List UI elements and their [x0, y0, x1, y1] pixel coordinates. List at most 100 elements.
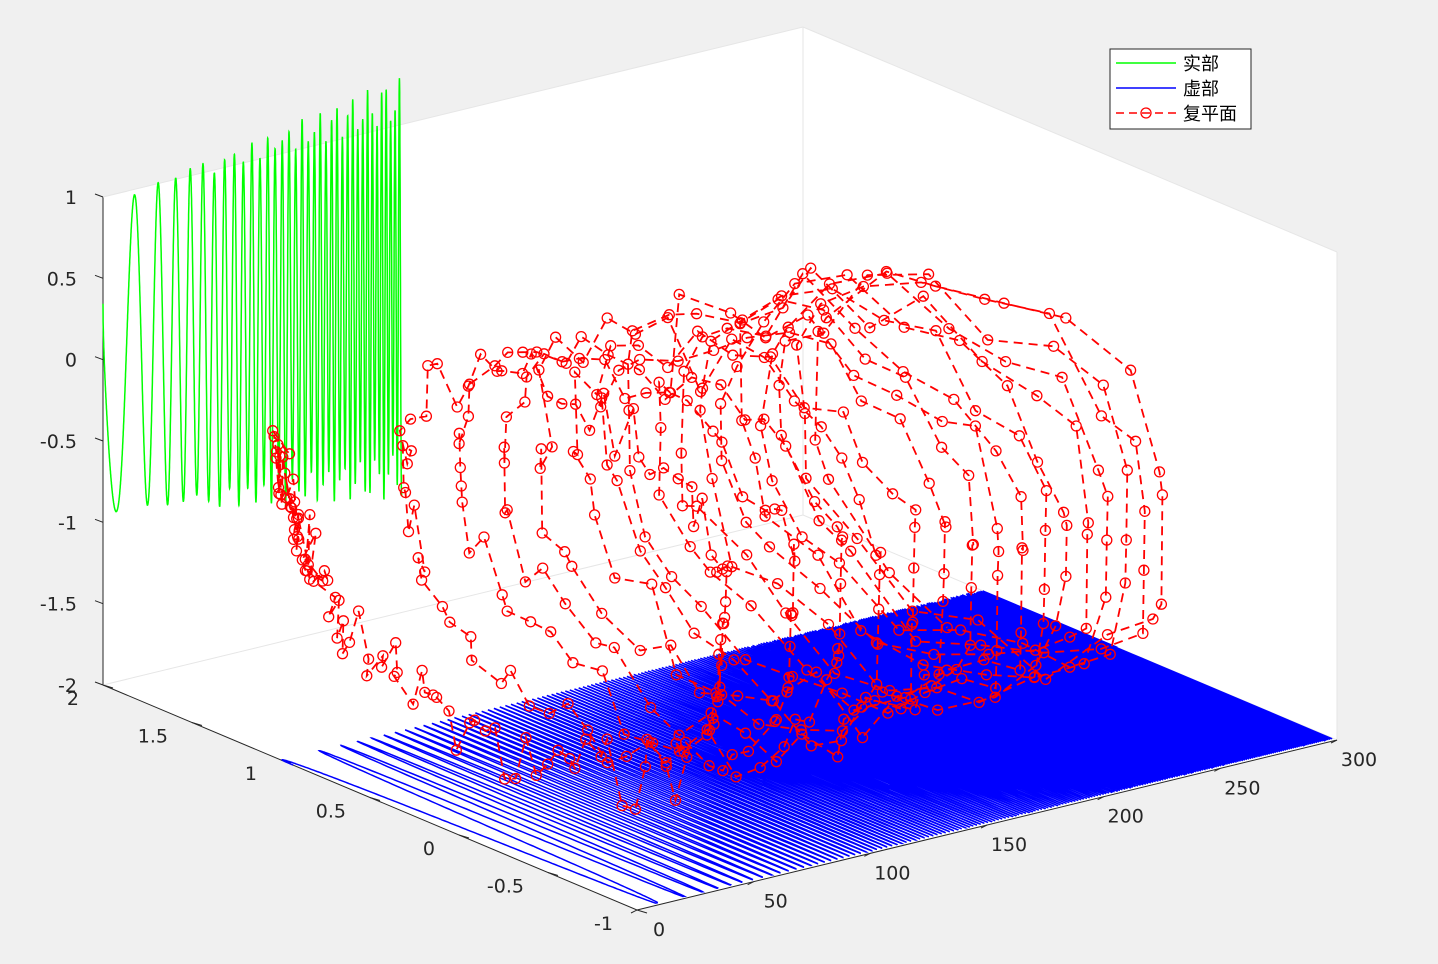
series-complex-marker	[1070, 420, 1082, 432]
series-complex-marker	[388, 670, 400, 683]
series-complex-marker	[989, 691, 1001, 703]
series-complex-marker	[818, 327, 830, 339]
z-tick-label: 1	[65, 187, 77, 209]
series-complex-marker	[596, 392, 608, 404]
series-complex-marker	[337, 615, 350, 627]
series-complex-marker	[530, 769, 542, 782]
series-complex-marker	[815, 421, 827, 433]
series-complex-marker	[569, 762, 581, 775]
z-tick-label: -1	[58, 512, 77, 534]
series-complex-marker	[663, 309, 675, 321]
series-complex-marker	[285, 502, 298, 514]
series-complex-marker	[789, 713, 801, 725]
series-complex-marker	[670, 669, 682, 681]
series-complex-marker	[618, 728, 630, 740]
series-complex-marker	[567, 657, 579, 669]
series-complex-marker	[436, 600, 449, 613]
legend[interactable]: 实部 虚部 复平面	[1109, 48, 1252, 130]
series-complex-marker	[825, 338, 837, 350]
series-complex-marker	[672, 473, 684, 485]
series-complex-marker	[489, 722, 501, 734]
series-complex-marker	[1121, 464, 1133, 476]
series-complex-marker	[1095, 410, 1108, 422]
series-complex-marker	[588, 509, 601, 521]
series-complex-marker	[318, 565, 331, 577]
series-complex-marker	[832, 642, 844, 655]
series-complex-marker	[726, 333, 738, 345]
series-complex-marker	[352, 605, 365, 617]
series-complex-marker	[546, 441, 558, 453]
y-tick-label: -1	[594, 913, 613, 935]
series-complex-marker	[763, 541, 776, 553]
series-complex-marker	[501, 605, 513, 617]
series-complex-marker	[684, 540, 696, 553]
series-complex-marker	[1095, 643, 1107, 655]
series-complex-marker	[834, 628, 846, 640]
series-complex-marker	[803, 716, 816, 728]
series-complex-marker	[940, 521, 952, 533]
series-complex-marker	[836, 725, 849, 737]
series-complex-marker	[730, 771, 742, 783]
series-complex-marker	[632, 339, 645, 352]
series-complex-marker	[498, 457, 511, 469]
series-complex-marker	[884, 684, 896, 697]
series-complex-marker	[707, 712, 719, 724]
series-complex-marker	[983, 648, 995, 660]
series-complex-marker	[307, 575, 320, 587]
series-complex-marker	[1031, 390, 1043, 402]
series-complex-marker	[778, 741, 790, 753]
series-complex-marker	[800, 472, 812, 484]
series-complex-marker	[759, 504, 771, 516]
x-tick-label: 250	[1224, 777, 1260, 799]
series-complex-marker	[504, 664, 517, 677]
series-complex-marker	[1014, 664, 1026, 676]
series-complex-marker	[279, 467, 291, 479]
series-complex-marker	[567, 445, 580, 458]
series-complex-marker	[336, 648, 349, 660]
z-tick-label: -2	[58, 675, 77, 697]
series-complex-marker	[910, 504, 922, 516]
series-complex-marker	[895, 703, 907, 715]
series-complex-marker	[634, 545, 646, 557]
series-complex-marker	[705, 335, 717, 347]
series-complex-marker	[404, 413, 417, 425]
series-complex-marker	[831, 656, 843, 669]
series-complex-marker	[1013, 430, 1026, 442]
series-complex-marker	[443, 705, 455, 717]
series-complex-marker	[909, 635, 922, 648]
series-complex-marker	[969, 420, 982, 432]
series-complex-marker	[499, 773, 511, 785]
series-complex-marker	[611, 474, 623, 487]
series-complex-marker	[939, 516, 951, 528]
y-tick-label: -0.5	[487, 876, 524, 898]
legend-marker-complex	[1140, 107, 1152, 119]
series-complex-marker	[953, 334, 966, 347]
series-complex-marker	[647, 737, 659, 749]
x-tick-label: 150	[991, 834, 1027, 856]
z-tick-label: 0	[65, 350, 77, 372]
series-complex-marker	[754, 420, 767, 432]
series-complex-marker	[836, 531, 849, 543]
series-complex-marker	[780, 607, 792, 619]
series-complex-marker	[721, 322, 733, 334]
y-tick-mark	[636, 909, 648, 914]
series-complex-marker	[937, 595, 949, 608]
series-complex-marker	[975, 639, 987, 651]
series-complex-marker	[466, 654, 478, 666]
series-complex-marker	[837, 406, 850, 418]
series-complex-marker	[272, 438, 284, 451]
series-complex-marker	[474, 348, 487, 360]
series-complex-marker	[718, 611, 731, 624]
series-complex-marker	[468, 714, 481, 726]
series-complex-marker	[715, 454, 728, 467]
series-complex-marker	[769, 715, 781, 728]
series-complex-marker	[784, 640, 796, 653]
series-complex-marker	[832, 751, 844, 763]
series-complex-marker	[664, 387, 677, 399]
series-complex-marker	[773, 379, 785, 391]
series-complex-marker	[886, 488, 899, 500]
series-complex-marker	[323, 611, 335, 623]
series-complex-marker	[489, 360, 501, 372]
series-complex-marker	[893, 624, 905, 636]
